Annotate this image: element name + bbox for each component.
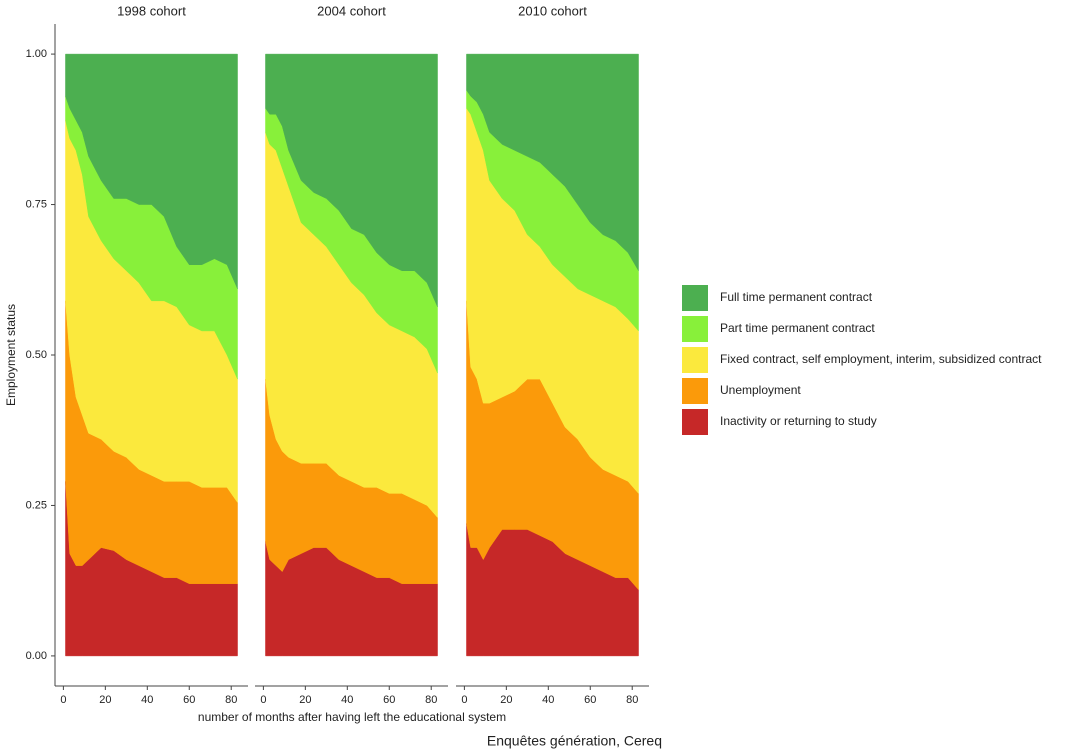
area <box>65 53 238 289</box>
x-tick-label: 60 <box>183 694 195 706</box>
legend-label: Fixed contract, self employment, interim… <box>720 352 1042 366</box>
legend-label: Unemployment <box>720 383 801 397</box>
legend-swatch <box>682 347 708 373</box>
x-tick-label: 20 <box>500 694 512 706</box>
legend-swatch <box>682 378 708 404</box>
x-tick-label: 40 <box>542 694 554 706</box>
x-tick-label: 20 <box>299 694 311 706</box>
x-tick-label: 80 <box>626 694 638 706</box>
y-tick-label: 0.25 <box>26 499 47 511</box>
y-tick-label: 1.00 <box>26 48 47 60</box>
x-tick-label: 0 <box>461 694 467 706</box>
x-tick-label: 80 <box>425 694 437 706</box>
legend-label: Part time permanent contract <box>720 321 875 335</box>
area <box>265 53 438 307</box>
x-tick-label: 80 <box>225 694 237 706</box>
x-axis-title: number of months after having left the e… <box>198 710 506 724</box>
x-tick-label: 40 <box>341 694 353 706</box>
x-tick-label: 20 <box>99 694 111 706</box>
y-tick-label: 0.75 <box>26 198 47 210</box>
x-tick-label: 60 <box>584 694 596 706</box>
legend-swatch <box>682 409 708 435</box>
x-tick-label: 0 <box>60 694 66 706</box>
legend-swatch <box>682 285 708 311</box>
x-tick-label: 0 <box>260 694 266 706</box>
x-tick-label: 40 <box>141 694 153 706</box>
caption: Enquêtes génération, Cereq <box>487 733 662 749</box>
facet-title: 2010 cohort <box>518 3 587 18</box>
x-tick-label: 60 <box>383 694 395 706</box>
y-tick-label: 0.50 <box>26 349 47 361</box>
legend-swatch <box>682 316 708 342</box>
legend-label: Full time permanent contract <box>720 290 873 304</box>
facet-title: 1998 cohort <box>117 3 186 18</box>
legend-label: Inactivity or returning to study <box>720 414 877 428</box>
area <box>466 53 639 272</box>
facet-title: 2004 cohort <box>317 3 386 18</box>
y-axis-title: Employment status <box>4 304 18 406</box>
y-tick-label: 0.00 <box>26 650 47 662</box>
